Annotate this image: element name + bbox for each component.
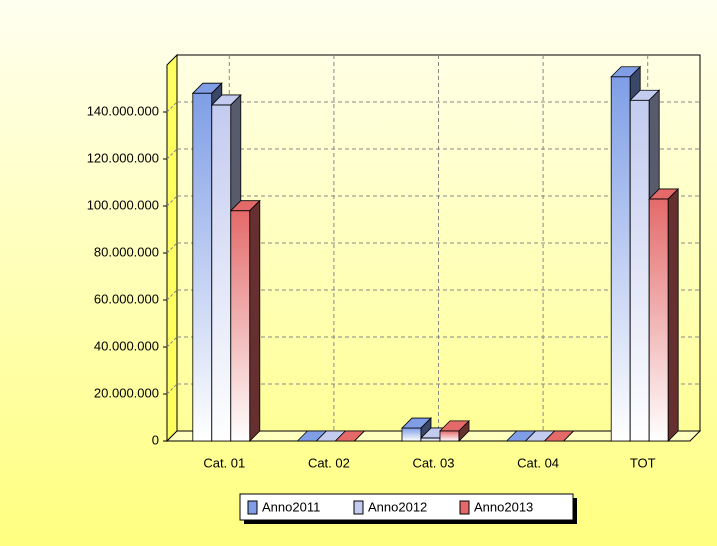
legend-label: Anno2011 bbox=[262, 499, 320, 514]
bar-side bbox=[354, 430, 365, 442]
bar-side bbox=[563, 430, 574, 442]
y-tick-label: 0 bbox=[152, 432, 159, 447]
bar-side bbox=[458, 419, 470, 442]
bar bbox=[648, 198, 669, 442]
x-tick-label: TOT bbox=[630, 455, 656, 470]
y-tick-label: 20.000.000 bbox=[94, 385, 159, 400]
x-tick-label: Cat. 03 bbox=[413, 455, 455, 470]
y-tick-label: 40.000.000 bbox=[94, 338, 159, 353]
bar bbox=[629, 99, 650, 442]
x-tick-label: Cat. 01 bbox=[203, 455, 245, 470]
legend-swatch bbox=[459, 500, 470, 515]
bar bbox=[401, 427, 422, 442]
grid-line bbox=[166, 148, 178, 160]
y-tick-label: 120.000.000 bbox=[87, 150, 159, 165]
bar bbox=[192, 92, 213, 442]
grid-line bbox=[166, 101, 178, 113]
y-tick-label: 100.000.000 bbox=[87, 197, 159, 212]
bar bbox=[610, 76, 631, 442]
x-tick-label: Cat. 02 bbox=[308, 455, 350, 470]
y-tick-label: 80.000.000 bbox=[94, 244, 159, 259]
legend-swatch bbox=[247, 500, 258, 515]
legend-label: Anno2012 bbox=[368, 499, 427, 514]
grid-line bbox=[166, 383, 178, 395]
grid-line bbox=[166, 289, 178, 301]
bar bbox=[211, 104, 232, 442]
bar-side bbox=[667, 187, 679, 442]
bar bbox=[420, 437, 441, 442]
bar bbox=[439, 430, 460, 442]
bar bbox=[230, 210, 251, 442]
bar-side bbox=[249, 199, 261, 442]
grid-line bbox=[166, 336, 178, 348]
legend bbox=[239, 493, 574, 521]
y-tick-label: 60.000.000 bbox=[94, 291, 159, 306]
x-tick-label: Cat. 04 bbox=[517, 455, 559, 470]
legend-label: Anno2013 bbox=[474, 499, 533, 514]
legend-swatch bbox=[353, 500, 364, 515]
y-tick-label: 140.000.000 bbox=[87, 103, 159, 118]
grid-line bbox=[166, 195, 178, 207]
grid-line bbox=[166, 242, 178, 254]
